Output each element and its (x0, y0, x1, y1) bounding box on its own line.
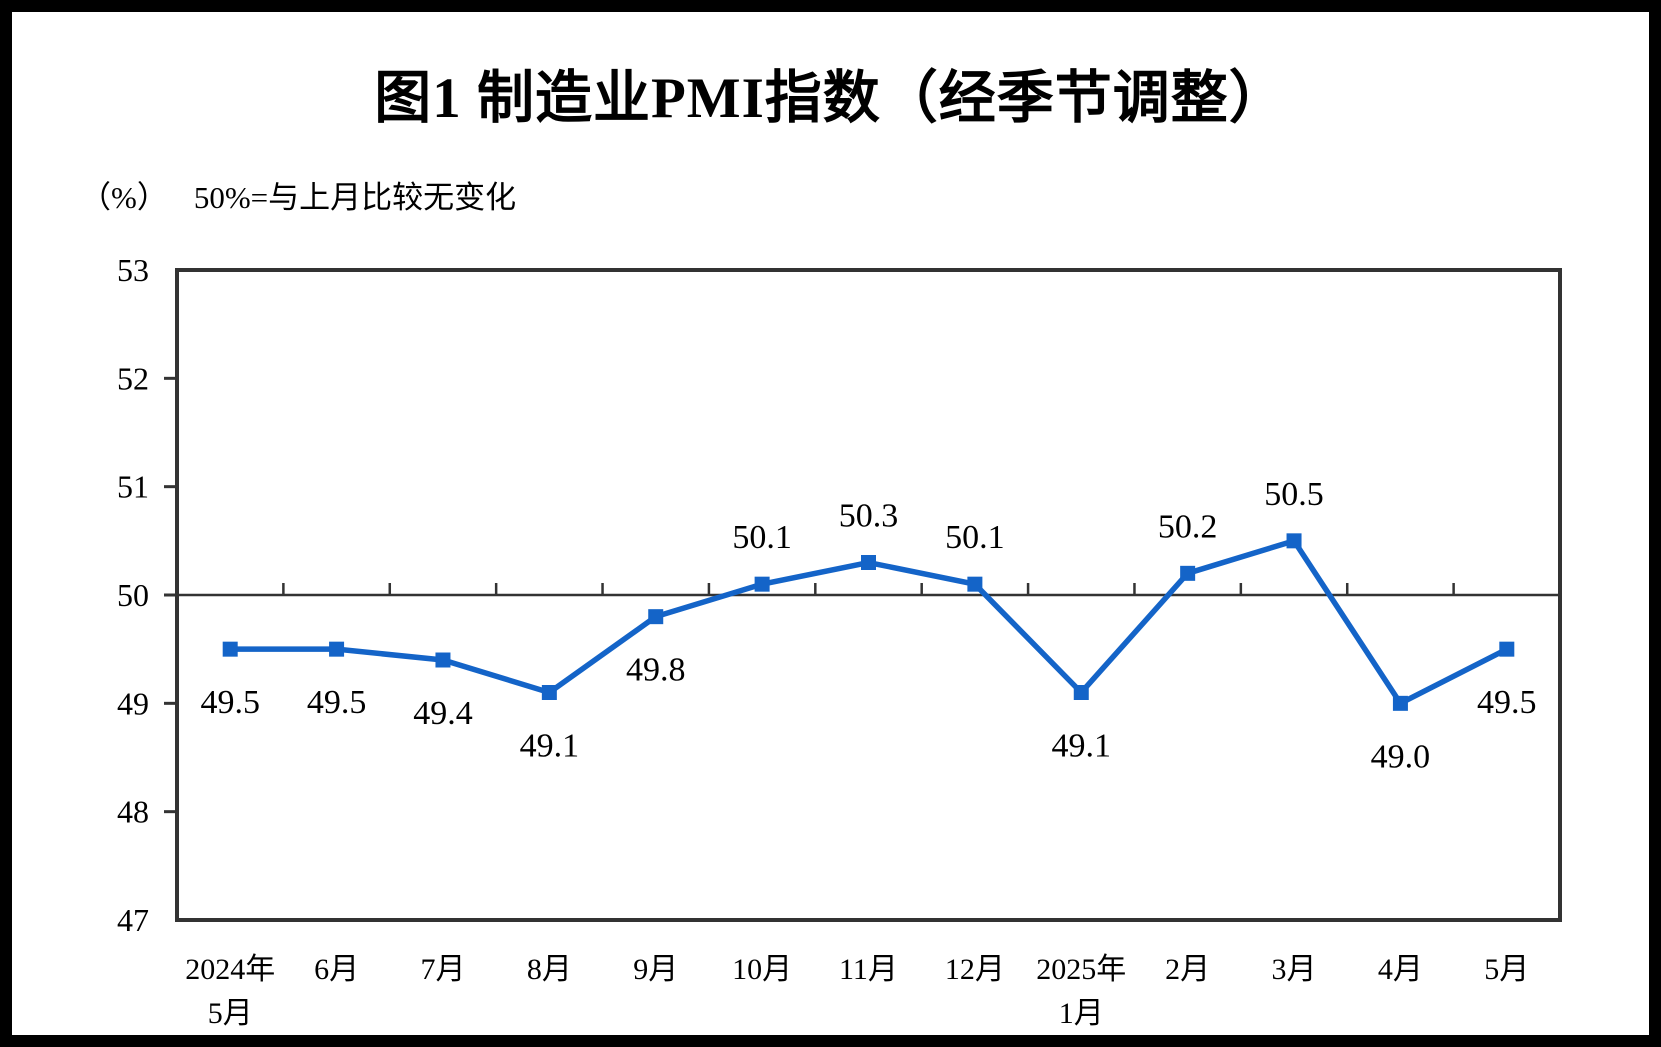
x-axis-tick-label: 2025年 (1036, 953, 1126, 986)
data-point-label: 49.5 (307, 684, 367, 721)
data-point-label: 49.1 (520, 728, 580, 765)
data-point-label: 49.5 (200, 684, 260, 721)
x-axis-tick-label: 4月 (1378, 953, 1423, 986)
x-axis-tick-label: 7月 (420, 953, 465, 986)
y-axis-tick-label: 47 (117, 902, 149, 938)
x-axis-tick-label: 11月 (839, 953, 898, 986)
x-axis-tick-label: 12月 (945, 953, 1005, 986)
data-point-marker (1286, 533, 1302, 549)
data-point-label: 49.0 (1371, 738, 1431, 775)
y-axis-tick-label: 52 (117, 360, 149, 396)
data-point-marker (222, 641, 238, 657)
data-point-marker (1073, 685, 1089, 700)
x-axis-tick-label: 2月 (1165, 953, 1210, 986)
data-point-label: 50.1 (732, 519, 792, 556)
x-axis-tick-label: 2024年 (185, 953, 275, 986)
data-point-label: 50.3 (839, 498, 899, 535)
y-axis-tick-label: 50 (117, 577, 149, 613)
x-axis-tick-label: 1月 (1059, 997, 1104, 1030)
x-axis-tick-label: 3月 (1272, 953, 1317, 986)
chart-title: 图1 制造业PMI指数（经季节调整） (374, 67, 1287, 130)
x-axis-tick-label: 8月 (527, 953, 572, 986)
data-point-marker (329, 641, 345, 657)
y-axis-tick-label: 48 (117, 794, 149, 830)
y-axis-tick-label: 49 (117, 685, 149, 721)
data-point-marker (1180, 565, 1196, 581)
reference-note: 50%=与上月比较无变化 (193, 180, 517, 215)
data-point-label: 49.4 (413, 695, 473, 732)
data-point-marker (541, 685, 557, 700)
y-axis-unit-label: （%） (80, 180, 168, 215)
pmi-line-chart: 53 52 51 50 49 48 47 2024年 5月 6月 7月 8月 9月 10月 11月 12月 20… (117, 252, 1562, 1030)
y-axis-tick-label: 51 (117, 469, 149, 505)
data-point-marker (754, 576, 770, 592)
data-point-marker (648, 609, 664, 625)
data-point-marker (435, 652, 451, 668)
data-point-marker (967, 576, 983, 592)
data-point-label: 49.1 (1052, 728, 1112, 765)
data-point-label: 49.5 (1477, 684, 1537, 721)
y-axis-tick-label: 53 (117, 252, 149, 288)
data-point-label: 50.2 (1158, 508, 1218, 545)
data-point-label: 50.5 (1264, 476, 1324, 513)
data-point-label: 49.8 (626, 652, 686, 689)
x-axis-tick-label: 5月 (208, 997, 253, 1030)
data-point-marker (1392, 695, 1408, 711)
x-axis-tick-label: 9月 (633, 953, 678, 986)
x-axis-tick-label: 10月 (732, 953, 792, 986)
data-point-marker (861, 555, 876, 570)
x-axis-tick-label: 5月 (1484, 953, 1529, 986)
data-point-label: 50.1 (945, 519, 1005, 556)
x-axis-tick-label: 6月 (314, 953, 359, 986)
chart-subtitle: （%） 50%=与上月比较无变化 (80, 172, 516, 217)
data-point-marker (1499, 641, 1515, 657)
